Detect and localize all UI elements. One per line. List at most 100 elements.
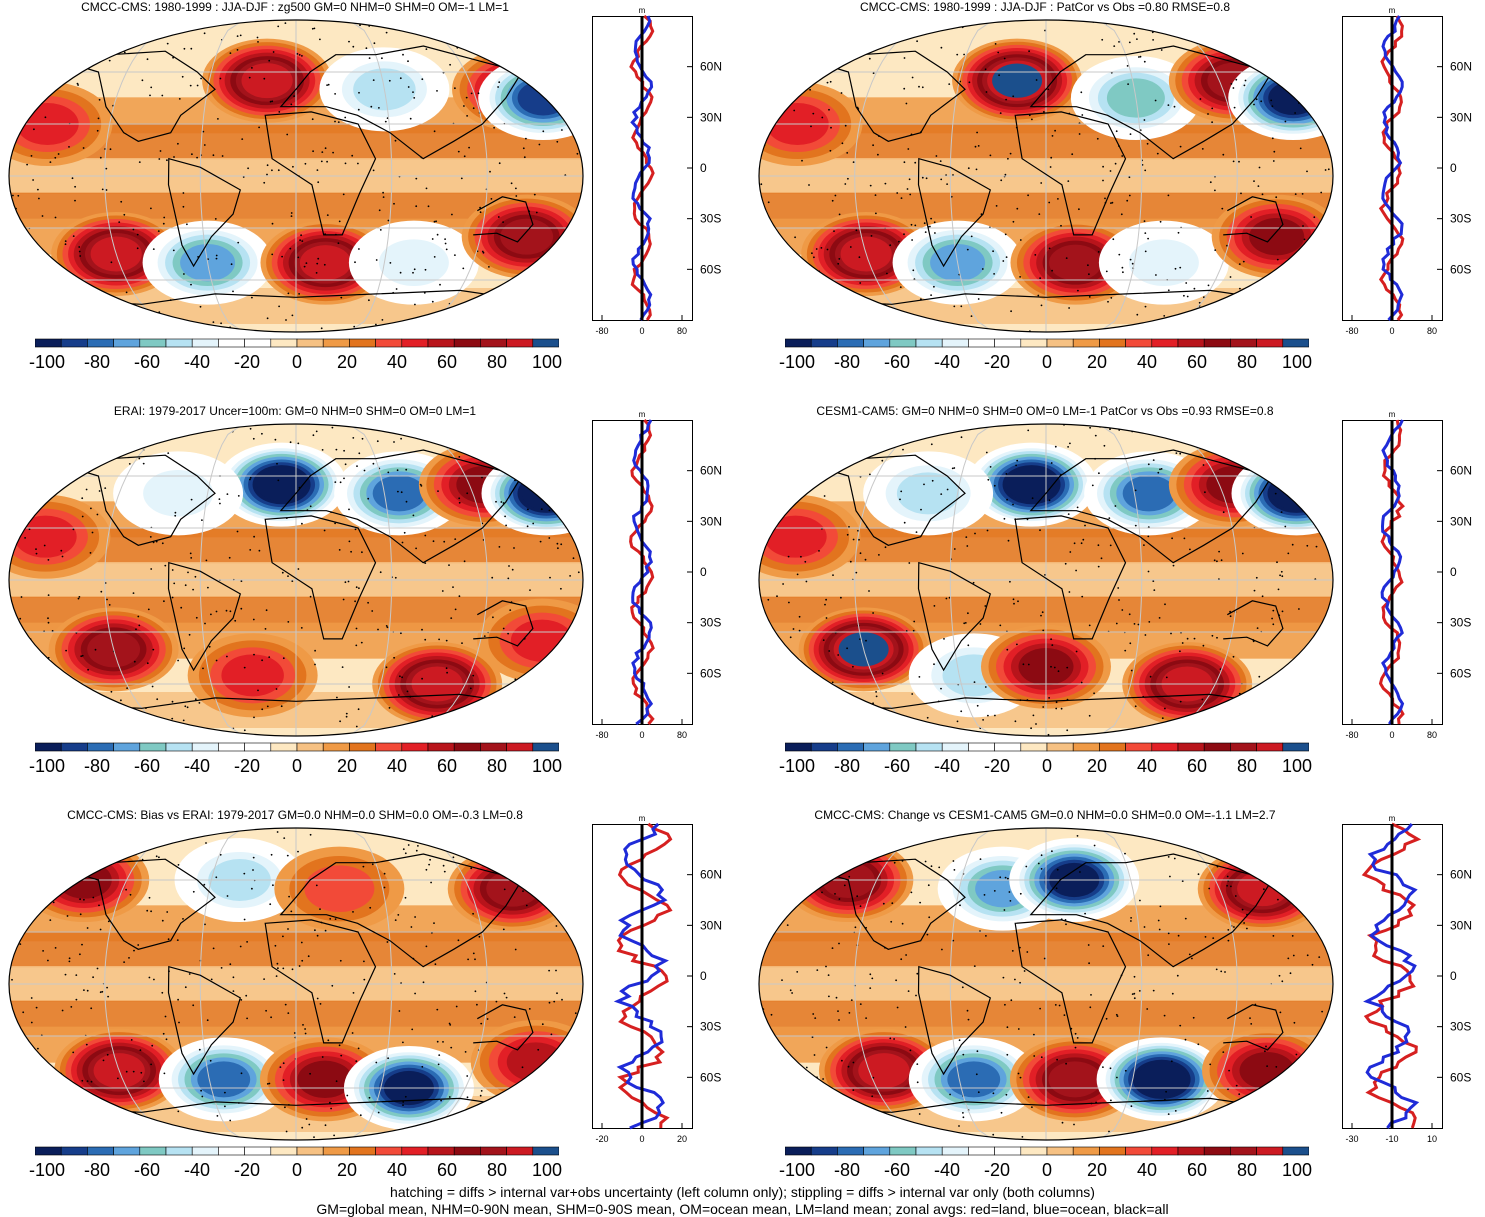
stipple-dot: [1133, 997, 1136, 1000]
stipple-dot: [77, 867, 80, 870]
stipple-dot: [866, 20, 869, 21]
stipple-dot: [794, 471, 797, 474]
stipple-dot: [35, 1006, 38, 1009]
stipple-dot: [18, 231, 21, 234]
zonal-lat-tick-label: 30S: [1450, 616, 1471, 630]
stipple-dot: [77, 84, 79, 86]
stipple-dot: [467, 831, 470, 833]
stipple-dot: [105, 189, 108, 191]
stipple-dot: [301, 55, 303, 57]
stipple-dot: [297, 568, 300, 570]
stipple-dot: [218, 498, 221, 500]
stipple-dot: [472, 674, 475, 677]
stipple-dot: [158, 158, 161, 160]
stipple-dot: [1329, 895, 1332, 898]
stipple-dot: [466, 115, 468, 117]
stipple-dot: [9, 1028, 12, 1030]
stipple-dot: [977, 298, 980, 300]
zonal-lat-tick-label: 60N: [1450, 868, 1472, 882]
colorbar-swatch: [1203, 742, 1231, 752]
stipple-dot: [538, 482, 541, 485]
stipple-dot: [504, 294, 506, 297]
colorbar-tick-label: 100: [531, 1160, 563, 1180]
stipple-dot: [47, 617, 49, 620]
stipple-dot: [966, 545, 969, 547]
colorbar-swatch: [244, 742, 272, 752]
stipple-dot: [1116, 1076, 1118, 1079]
stipple-dot: [163, 1072, 166, 1075]
stipple-dot: [1167, 289, 1170, 292]
stipple-dot: [130, 308, 133, 311]
colorbar-labels: -100 -80 -60 -40 -20 0 20 40 60 80 100: [29, 352, 562, 374]
stipple-dot: [547, 839, 550, 842]
stipple-dot: [42, 98, 45, 101]
stipple-dot: [460, 177, 463, 180]
stipple-dot: [196, 156, 199, 159]
stipple-dot: [532, 275, 535, 277]
stipple-dot: [861, 832, 864, 835]
colorbar-swatch: [87, 1146, 114, 1156]
stipple-dot: [1325, 529, 1327, 532]
stipple-dot: [17, 194, 20, 197]
colorbar-swatch: [1151, 742, 1179, 752]
stipple-dot: [71, 177, 74, 180]
stipple-dot: [1019, 276, 1021, 278]
colorbar-swatch: [837, 1146, 864, 1156]
stipple-dot: [135, 628, 137, 631]
stipple-dot: [466, 1096, 469, 1099]
stipple-dot: [523, 1079, 525, 1082]
continent-outline: [810, 1097, 1282, 1113]
stipple-dot: [349, 18, 351, 20]
colorbar-swatch: [994, 338, 1022, 348]
stipple-dot: [461, 642, 463, 644]
stipple-dot: [1273, 150, 1276, 153]
stipple-dot: [924, 231, 927, 234]
colorbar-swatch: [296, 338, 324, 348]
colorbar-swatch: [401, 338, 429, 348]
stipple-dot: [65, 649, 67, 652]
stipple-dot: [148, 34, 151, 37]
stipple-dot: [24, 537, 26, 539]
stipple-dot: [1176, 974, 1179, 977]
stipple-dot: [399, 675, 401, 678]
colorbar-tick-label: 20: [1086, 352, 1108, 372]
stipple-dot: [172, 249, 175, 252]
stipple-dot: [300, 627, 303, 629]
stipple-dot: [407, 86, 410, 88]
stipple-dot: [813, 1054, 816, 1056]
stipple-dot: [1113, 45, 1116, 47]
colorbar-tick-label: 100: [1281, 1160, 1313, 1180]
stipple-dot: [770, 440, 772, 443]
stipple-dot: [1324, 870, 1326, 873]
stipple-dot: [478, 935, 481, 938]
stipple-dot: [1222, 153, 1225, 156]
stipple-dot: [1031, 118, 1033, 121]
stipple-dot: [1073, 542, 1076, 545]
stipple-dot: [9, 1086, 12, 1089]
stipple-dot: [257, 689, 259, 692]
colorbar-swatch: [1177, 1146, 1205, 1156]
stipple-dot: [1206, 1090, 1209, 1092]
stipple-dot: [314, 663, 316, 666]
stipple-dot: [136, 233, 139, 236]
stipple-dot: [561, 1082, 564, 1085]
stipple-dot: [789, 989, 792, 992]
stipple-dot: [825, 965, 827, 968]
stipple-dot: [444, 238, 446, 241]
stipple-dot: [1128, 176, 1131, 179]
stipple-dot: [858, 256, 861, 259]
stipple-dot: [287, 621, 290, 623]
stipple-dot: [833, 230, 835, 233]
stipple-dot: [155, 855, 158, 858]
stipple-dot: [279, 736, 281, 738]
stipple-dot: [202, 130, 205, 133]
stipple-dot: [266, 173, 268, 176]
stipple-dot: [1263, 860, 1265, 863]
stipple-dot: [570, 273, 573, 276]
stipple-dot: [787, 722, 790, 725]
zonal-lat-tick-label: 30N: [1450, 110, 1472, 124]
stipple-dot: [490, 198, 493, 200]
colorbar-tick-label: -100: [778, 756, 816, 776]
stipple-dot: [817, 733, 820, 736]
